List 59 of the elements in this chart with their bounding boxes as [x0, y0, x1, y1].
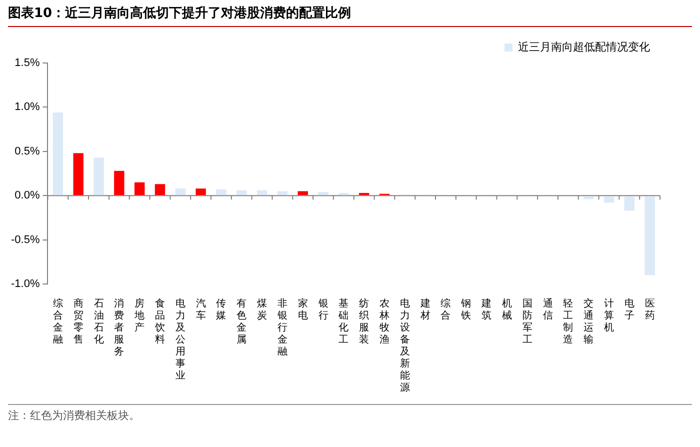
bar [583, 196, 594, 200]
bar [236, 190, 247, 196]
x-tick-label: 建材 [419, 298, 430, 322]
x-tick-label: 综合金融 [52, 298, 63, 346]
x-tick-label: 食品饮料 [154, 298, 165, 346]
x-tick-label: 交通运输 [584, 298, 594, 346]
x-tick-label: 石油石化 [94, 298, 104, 346]
x-tick-label: 电子 [624, 298, 634, 322]
bar [154, 184, 166, 196]
bar [73, 153, 84, 196]
y-tick-label: 0.0% [14, 190, 40, 202]
bar [604, 196, 614, 203]
x-tick-label: 轻工制造 [563, 298, 574, 346]
bar [196, 188, 206, 196]
x-tick-label: 纺织服装 [359, 298, 370, 346]
x-tick-label: 电力设备及新能源 [400, 298, 410, 394]
x-tick-label: 国防军工 [522, 298, 532, 346]
x-tick-label: 消费者服务 [114, 298, 124, 358]
x-tick-label: 传媒 [216, 298, 226, 322]
bar [175, 188, 186, 196]
bar [94, 158, 104, 196]
bar [624, 196, 634, 211]
x-tick-label: 商贸零售 [73, 298, 84, 346]
bar [318, 192, 328, 196]
bar [52, 112, 64, 196]
x-tick-label: 基础化工 [338, 298, 349, 346]
y-tick-label: 0.5% [14, 145, 40, 158]
y-tick-label: 1.0% [14, 101, 40, 114]
x-tick-label: 煤炭 [257, 298, 268, 322]
x-tick-label: 汽车 [196, 298, 206, 322]
bar [114, 170, 124, 196]
x-tick-label: 建筑 [480, 298, 492, 322]
legend-label: 近三月南向超低配情况变化 [518, 40, 650, 54]
x-tick-label: 农林牧渔 [378, 298, 390, 346]
x-tick-label: 通信 [542, 298, 553, 322]
x-tick-label: 家电 [298, 298, 308, 322]
x-tick-label: 机械 [502, 298, 512, 322]
x-tick-label: 医药 [644, 298, 655, 322]
x-tick-label: 计算机 [604, 298, 614, 334]
bar [644, 196, 655, 276]
bar [216, 189, 226, 196]
bar [298, 191, 308, 196]
x-tick-label: 银行 [317, 298, 328, 322]
x-tick-label: 钢铁 [460, 298, 472, 322]
x-tick-label: 房地产 [134, 298, 145, 334]
bar [134, 182, 145, 196]
x-tick-label: 非银行金融 [276, 298, 288, 358]
x-tick-label: 综合 [440, 298, 451, 322]
bar [338, 192, 349, 196]
bar [358, 192, 370, 196]
bar [277, 191, 288, 196]
x-tick-label: 电力及公用事业 [175, 298, 186, 382]
text: 注：红色为消费相关板块。 [8, 408, 141, 423]
chart-title: 图表10：近三月南向高低切下提升了对港股消费的配置比例 [8, 4, 692, 27]
y-tick-label: 1.5% [14, 57, 40, 70]
y-tick-label: -1.0% [10, 278, 40, 290]
y-tick-label: -0.5% [10, 234, 40, 246]
x-tick-label: 有色金属 [236, 298, 247, 346]
bar [256, 190, 268, 196]
